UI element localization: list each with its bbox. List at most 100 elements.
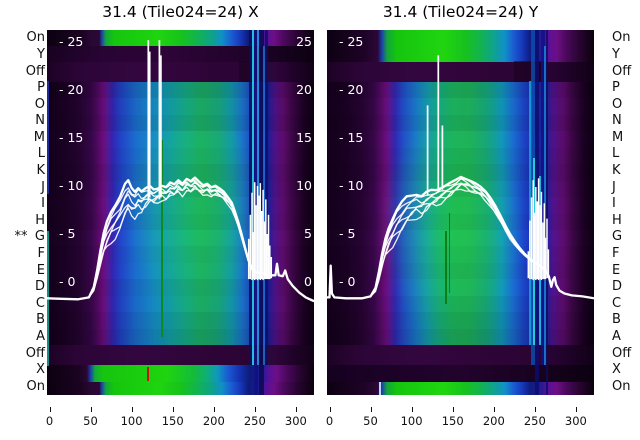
y-tick-label: - 25 (339, 34, 364, 49)
row-label-left: X (36, 362, 45, 378)
signal-trace (327, 183, 594, 299)
x-tick-label: 50 (83, 414, 98, 428)
row-label-left: Off (25, 345, 45, 361)
row-label-left: M (33, 129, 45, 145)
row-label-right: G (612, 229, 623, 245)
heatmap-band (47, 82, 314, 345)
row-label-right: E (612, 262, 621, 278)
x-tick-mark (49, 407, 51, 412)
row-label-left: Y (37, 46, 45, 62)
row-label-left: C (35, 295, 45, 311)
row-label-left: L (37, 146, 45, 162)
row-label-right: M (612, 129, 624, 145)
row-label-left: On (26, 378, 45, 394)
heatmap-band (47, 365, 314, 382)
row-label-right: P (612, 80, 620, 96)
row-veil (47, 279, 314, 296)
row-label-right: Y (612, 46, 620, 62)
x-tick-label: 50 (363, 414, 378, 428)
y-tick-label: - 20 (339, 82, 364, 97)
row-veil (327, 82, 594, 99)
y-tick-label: - 10 (339, 178, 364, 193)
row-label-right: I (612, 196, 616, 212)
heatmap-stripe (252, 30, 255, 366)
row-veil (47, 312, 314, 329)
x-tick-mark (575, 407, 578, 412)
x-tick-mark (329, 407, 331, 412)
row-label-right: K (612, 163, 621, 178)
row-veil (327, 295, 594, 313)
x-tick-mark (411, 407, 414, 412)
signal-trace (47, 176, 314, 303)
row-label-right: N (612, 113, 622, 129)
y-tick-label: - 5 (59, 226, 76, 241)
y-tick-label-right: 10 (296, 178, 312, 193)
y-tick-label: - 10 (59, 178, 84, 193)
heatmap-band (327, 82, 594, 345)
heatmap-stripe (545, 30, 548, 395)
row-label-left: B (36, 312, 45, 328)
x-tick-label: 200 (482, 414, 505, 428)
row-label-right: L (612, 146, 620, 162)
row-veil (327, 114, 594, 132)
signal-trace (327, 182, 594, 299)
row-veil (327, 147, 594, 165)
heatmap-band (327, 382, 594, 395)
y-tick-label-right: 20 (296, 82, 312, 97)
row-label-left: H (35, 212, 45, 228)
heatmap-green-bulge (47, 82, 314, 345)
signal-trace (327, 182, 594, 299)
y-tick-label-right: 15 (296, 130, 312, 145)
signal-curves-svg (327, 55, 594, 300)
x-tick-label: 100 (400, 414, 423, 428)
row-veil (327, 164, 594, 181)
y-tick-label: - 5 (339, 226, 356, 241)
y-tick-label-right: 25 (296, 34, 312, 49)
row-label-left: On (26, 30, 45, 46)
y-tick-label: - 0 (59, 274, 76, 289)
row-label-left: G (34, 229, 45, 245)
x-tick-label: 150 (161, 414, 184, 428)
y-tick-label: - 25 (59, 34, 84, 49)
row-label-right: On (612, 30, 631, 46)
x-tick-label: 0 (45, 414, 54, 428)
row-label-right: A (612, 328, 621, 344)
signal-trace (47, 186, 314, 302)
y-tick-label: - 15 (339, 130, 364, 145)
heatmap-panel-x: - 25 25 - 20 20 - 15 15 - 10 10 - 5 5 - 0 0 (47, 30, 314, 395)
row-label-right: X (612, 362, 621, 378)
star-marker: ** (14, 229, 28, 245)
row-veil (47, 82, 314, 99)
x-tick-label: 300 (564, 414, 587, 428)
heatmap-band (327, 30, 594, 62)
x-tick-label: 250 (523, 414, 546, 428)
y-tick-label: - 20 (59, 82, 84, 97)
row-label-left: A (36, 328, 45, 344)
row-label-right: Off (612, 345, 632, 361)
heatmap-stripe (528, 81, 532, 345)
signal-trace (47, 182, 314, 302)
signal-curves-svg (47, 40, 314, 303)
row-veil (47, 164, 314, 181)
heatmap-band (327, 365, 594, 382)
x-tick-mark (172, 407, 175, 412)
row-label-right: D (612, 279, 623, 295)
x-tick-mark (493, 407, 496, 412)
row-veil (47, 328, 314, 345)
row-veil (327, 98, 594, 115)
x-tick-label: 100 (120, 414, 143, 428)
row-label-left: P (37, 80, 45, 96)
x-tick-label: 300 (284, 414, 307, 428)
x-tick-label: 150 (441, 414, 464, 428)
row-label-left: Off (25, 63, 45, 79)
row-label-left: F (37, 246, 45, 261)
heatmap-stripe (448, 212, 450, 293)
x-tick-mark (452, 407, 455, 412)
row-label-right: H (612, 212, 622, 228)
heatmap-stripe (161, 139, 164, 337)
signal-trace (327, 188, 594, 299)
row-label-left: K (36, 163, 45, 178)
row-label-left: E (36, 262, 45, 278)
x-tick-mark (370, 407, 372, 412)
